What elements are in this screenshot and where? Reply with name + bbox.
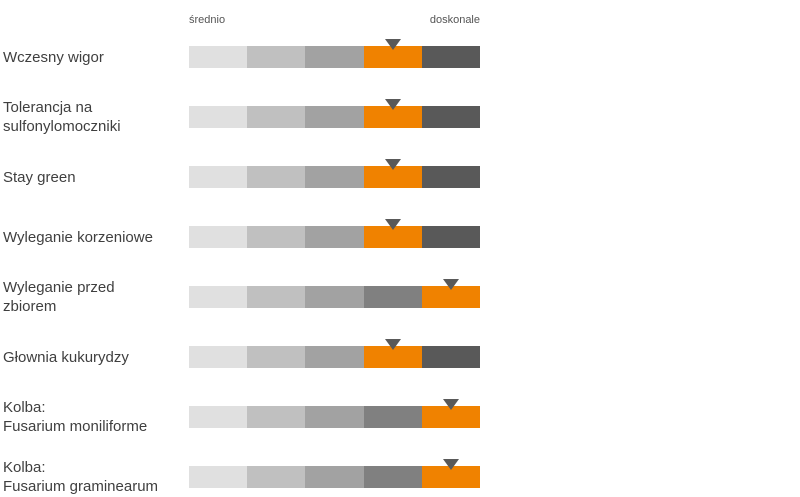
- rating-marker-icon: [384, 219, 401, 230]
- rating-segment: [421, 346, 481, 368]
- rating-bar: [189, 466, 481, 488]
- rating-bar: [189, 406, 481, 428]
- rating-segment: [189, 466, 248, 488]
- rating-segment-selected: [363, 106, 422, 128]
- rating-row: Kolba: Fusarium graminearum: [0, 457, 800, 497]
- rating-marker-icon: [442, 399, 459, 410]
- rating-bar: [189, 166, 481, 188]
- rating-bar: [189, 286, 481, 308]
- rating-segment-selected: [363, 46, 422, 68]
- rating-segment: [189, 286, 248, 308]
- row-label: Kolba: Fusarium moniliforme: [3, 399, 148, 435]
- rating-segment: [305, 106, 364, 128]
- rating-bar: [189, 46, 481, 68]
- rating-segment: [189, 166, 248, 188]
- rating-segment: [189, 406, 248, 428]
- rating-segment: [421, 226, 481, 248]
- rating-marker-icon: [384, 159, 401, 170]
- rating-marker-icon: [384, 339, 401, 350]
- rating-marker-icon: [442, 279, 459, 290]
- rating-segment: [305, 286, 364, 308]
- rating-bar: [189, 106, 481, 128]
- rating-row: Wczesny wigor: [0, 37, 800, 77]
- rating-row: Tolerancja na sulfonylomoczniki: [0, 97, 800, 137]
- row-label: Wczesny wigor: [3, 48, 104, 66]
- row-label: Wyleganie korzeniowe: [3, 228, 153, 246]
- rating-segment: [189, 226, 248, 248]
- rating-segment: [189, 346, 248, 368]
- rating-segment: [363, 406, 422, 428]
- rating-marker-icon: [384, 39, 401, 50]
- rating-row: Wyleganie przed zbiorem: [0, 277, 800, 317]
- rating-segment: [247, 106, 306, 128]
- rating-segment: [247, 46, 306, 68]
- rating-segment: [305, 226, 364, 248]
- rating-segment-selected: [363, 226, 422, 248]
- rating-segment: [247, 346, 306, 368]
- rating-row: Wyleganie korzeniowe: [0, 217, 800, 257]
- rating-segment: [247, 166, 306, 188]
- row-label: Stay green: [3, 168, 76, 186]
- rating-row: Stay green: [0, 157, 800, 197]
- rating-segment: [421, 106, 481, 128]
- row-label: Kolba: Fusarium graminearum: [3, 459, 159, 495]
- rating-marker-icon: [442, 459, 459, 470]
- rating-segment: [247, 226, 306, 248]
- scale-high-label: doskonale: [429, 14, 480, 26]
- rating-row: Głownia kukurydzy: [0, 337, 800, 377]
- rating-row: Kolba: Fusarium moniliforme: [0, 397, 800, 437]
- rating-bar: [189, 226, 481, 248]
- rating-bar: [189, 346, 481, 368]
- rating-segment-selected: [421, 286, 481, 308]
- rating-segment-selected: [363, 166, 422, 188]
- rating-segment-selected: [363, 346, 422, 368]
- row-label: Wyleganie przed zbiorem: [3, 279, 115, 315]
- rating-segment-selected: [421, 406, 481, 428]
- rating-marker-icon: [384, 99, 401, 110]
- row-label: Tolerancja na sulfonylomoczniki: [3, 99, 121, 135]
- rating-segment: [305, 46, 364, 68]
- rating-segment: [189, 46, 248, 68]
- rating-segment: [305, 346, 364, 368]
- scale-low-label: średnio: [189, 14, 226, 26]
- rating-segment: [363, 286, 422, 308]
- rating-segment: [247, 286, 306, 308]
- rating-segment: [305, 406, 364, 428]
- rating-segment: [421, 46, 481, 68]
- rating-segment: [189, 106, 248, 128]
- rating-segment: [363, 466, 422, 488]
- rating-segment: [247, 466, 306, 488]
- row-label: Głownia kukurydzy: [3, 348, 129, 366]
- rating-segment: [305, 466, 364, 488]
- rating-segment-selected: [421, 466, 481, 488]
- rating-segment: [305, 166, 364, 188]
- rating-segment: [247, 406, 306, 428]
- rating-segment: [421, 166, 481, 188]
